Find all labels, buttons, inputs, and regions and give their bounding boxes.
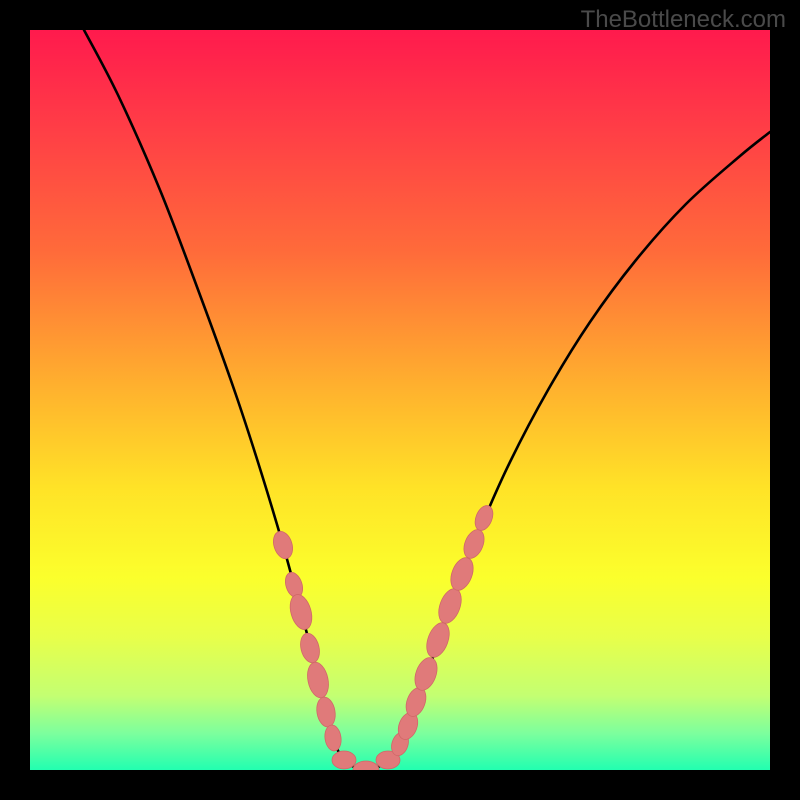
bottleneck-chart: TheBottleneck.com bbox=[0, 0, 800, 800]
gradient-background bbox=[30, 30, 770, 770]
watermark-text: TheBottleneck.com bbox=[581, 6, 786, 34]
